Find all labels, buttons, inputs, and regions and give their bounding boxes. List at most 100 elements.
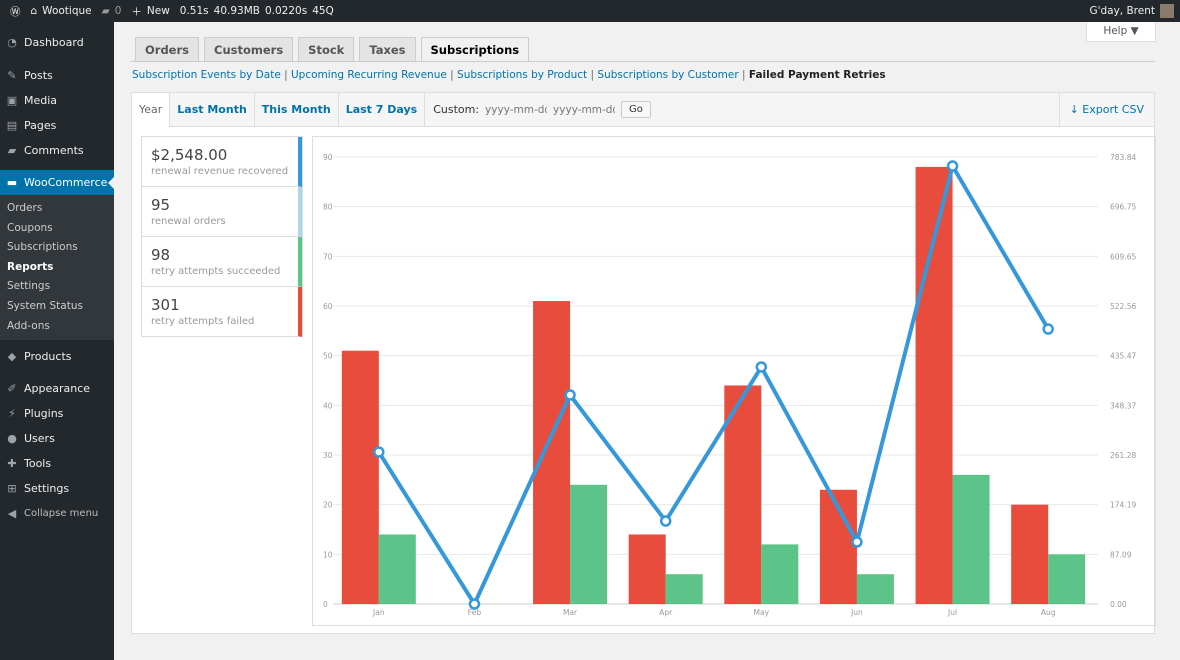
y2-tick-label: 696.75 [1110, 203, 1136, 212]
y2-tick-label: 0.00 [1110, 600, 1127, 609]
link-by-customer[interactable]: Subscriptions by Customer [597, 69, 739, 81]
tab-orders[interactable]: Orders [135, 37, 199, 62]
new-link[interactable]: ＋ New [131, 5, 170, 18]
plug-icon: ⚡ [8, 407, 16, 421]
link-by-product[interactable]: Subscriptions by Product [457, 69, 588, 81]
collapse-menu[interactable]: ◀ Collapse menu [7, 507, 99, 521]
submenu-system-status[interactable]: System Status [7, 299, 83, 312]
x-tick-label: Apr [659, 608, 673, 617]
submenu-settings[interactable]: Settings [7, 280, 51, 293]
x-tick-label: Aug [1041, 608, 1056, 617]
end-date-input[interactable] [553, 103, 616, 116]
current-report: Failed Payment Retries [748, 69, 886, 81]
start-date-input[interactable] [485, 103, 548, 116]
admin-bar: Ⓦ ⌂ Wootique ▰ 0 ＋ New 0.51s 40.93MB 0.0220s 4… [0, 0, 1180, 22]
legend-retries-failed[interactable]: 301 retry attempts failed [142, 287, 302, 337]
y-tick-label: 30 [323, 451, 333, 460]
line-point [659, 515, 672, 527]
link-events-by-date[interactable]: Subscription Events by Date [132, 69, 281, 81]
tab-stock[interactable]: Stock [298, 37, 355, 62]
line-point [373, 446, 385, 458]
comments-link[interactable]: ▰ 0 [101, 5, 122, 17]
woocommerce-submenu: Orders Coupons Subscriptions Reports Set… [0, 195, 114, 341]
submenu-coupons[interactable]: Coupons [7, 221, 53, 234]
bar-succeeded [1048, 554, 1086, 604]
bar-failed [1011, 504, 1049, 604]
plus-icon: ＋ [131, 5, 142, 18]
menu-products[interactable]: ◆ Products [7, 350, 72, 364]
submenu-subscriptions[interactable]: Subscriptions [7, 241, 78, 254]
pin-icon: ✎ [7, 69, 17, 82]
site-link[interactable]: ⌂ Wootique [30, 5, 92, 17]
menu-plugins[interactable]: ⚡ Plugins [0, 401, 114, 426]
menu-posts[interactable]: ✎ Posts [7, 69, 53, 82]
go-button[interactable]: Go [621, 101, 651, 118]
query-stats[interactable]: 0.51s 40.93MB 0.0220s 45Q [179, 5, 334, 17]
y2-tick-label: 609.65 [1110, 252, 1136, 261]
submenu-add-ons[interactable]: Add-ons [7, 319, 50, 332]
bar-succeeded [378, 534, 416, 604]
line-revenue [377, 164, 1050, 606]
woocommerce-icon: ▬ [6, 176, 18, 189]
bar-failed [341, 350, 379, 604]
menu-users[interactable]: ● Users [7, 432, 55, 446]
line-point [946, 160, 959, 172]
range-last-month[interactable]: Last Month [170, 92, 255, 127]
custom-label: Custom: [433, 103, 480, 116]
bar-succeeded [952, 474, 990, 604]
box-icon: ◆ [7, 350, 17, 364]
help-button[interactable]: Help ▼ [1086, 22, 1156, 42]
submenu-reports[interactable]: Reports [7, 260, 54, 273]
account-menu[interactable]: G'day, Brent [1089, 4, 1174, 18]
menu-dashboard[interactable]: ◔ Dashboard [7, 36, 84, 49]
settings-icon: ⊞ [7, 482, 17, 496]
chart-container: 0 0.00 10 87.09 20 174.19 30 261.28 40 348.37 50 43… [312, 136, 1156, 626]
dashboard-icon: ◔ [7, 36, 17, 49]
y-tick-label: 10 [323, 550, 333, 559]
line-point [468, 598, 481, 610]
legend-retries-succeeded[interactable]: 98 retry attempts succeeded [142, 237, 302, 287]
home-icon: ⌂ [30, 5, 38, 17]
line-point [564, 389, 576, 401]
menu-settings[interactable]: ⊞ Settings [7, 482, 70, 496]
legend-renewal-orders[interactable]: 95 renewal orders [142, 187, 302, 237]
x-tick-label: Jun [850, 608, 863, 617]
x-tick-label: Jan [372, 608, 385, 617]
admin-sidebar: ◔ Dashboard ✎ Posts ▣ Media ▤ Pages ▰ Comment… [0, 22, 114, 660]
menu-media[interactable]: ▣ Media [6, 94, 58, 107]
wordpress-logo-icon[interactable]: Ⓦ [10, 5, 21, 18]
tab-taxes[interactable]: Taxes [359, 37, 416, 62]
range-year[interactable]: Year [132, 92, 171, 127]
comment-icon: ▰ [101, 5, 110, 17]
link-upcoming-revenue[interactable]: Upcoming Recurring Revenue [291, 69, 447, 81]
bar-succeeded [761, 544, 799, 604]
bar-failed [628, 534, 666, 604]
line-point [851, 536, 863, 548]
line-point [755, 361, 768, 373]
menu-pages[interactable]: ▤ Pages [6, 119, 57, 132]
x-tick-label: Mar [563, 608, 578, 617]
tab-subscriptions[interactable]: Subscriptions [420, 37, 530, 62]
y2-tick-label: 261.28 [1110, 451, 1136, 460]
chart: 0 0.00 10 87.09 20 174.19 30 261.28 40 348.37 50 43… [323, 153, 1136, 617]
avatar [1160, 4, 1174, 18]
menu-woocommerce[interactable]: ▬ WooCommerce [0, 170, 114, 195]
menu-appearance[interactable]: ✐ Appearance [7, 382, 91, 396]
collapse-icon: ◀ [7, 507, 17, 521]
bar-succeeded [856, 574, 894, 604]
report-tabs: Orders Customers Stock Taxes Subscriptio… [135, 37, 530, 62]
range-last-7-days[interactable]: Last 7 Days [339, 92, 426, 127]
range-this-month[interactable]: This Month [255, 92, 339, 127]
y2-tick-label: 522.56 [1110, 302, 1136, 311]
submenu-orders[interactable]: Orders [7, 202, 43, 214]
y2-tick-label: 348.37 [1110, 401, 1136, 410]
menu-comments[interactable]: ▰ Comments [7, 144, 84, 157]
bar-failed [533, 301, 571, 604]
legend-revenue-recovered[interactable]: $2,548.00 renewal revenue recovered [142, 137, 302, 187]
y-tick-label: 90 [323, 153, 333, 162]
menu-tools[interactable]: ✚ Tools [7, 457, 52, 471]
export-csv-button[interactable]: ↓ Export CSV [1058, 92, 1154, 127]
chart-legend: $2,548.00 renewal revenue recovered 95 ren… [141, 136, 303, 337]
tab-customers[interactable]: Customers [204, 37, 294, 62]
y-tick-label: 60 [323, 302, 333, 311]
